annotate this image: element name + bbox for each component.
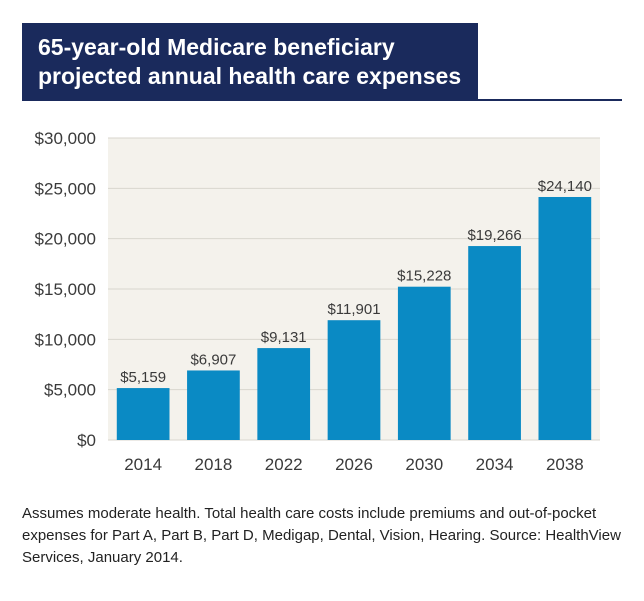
y-tick-label: $5,000 [44,381,96,400]
y-tick-label: $10,000 [35,330,96,349]
bar [538,196,592,440]
data-label: $5,159 [120,369,166,386]
x-tick-label: 2034 [476,455,514,474]
title-divider [22,99,622,101]
bar [116,388,170,440]
data-label: $11,901 [327,301,380,318]
data-label: $6,907 [190,351,236,368]
x-tick-label: 2022 [265,455,303,474]
data-label: $19,266 [467,227,521,244]
chart-footnote: Assumes moderate health. Total health ca… [22,505,621,566]
bar-chart: $0 $5,000 $10,000 $15,000 $20,000 $25,000 $30,… [35,129,600,474]
y-tick-label: $30,000 [35,129,96,148]
x-tick-label: 2030 [405,455,443,474]
bar [257,348,311,440]
x-tick-label: 2026 [335,455,373,474]
bar [397,286,451,440]
data-label: $24,140 [538,178,592,195]
y-tick-label: $15,000 [35,280,96,299]
x-tick-label: 2014 [124,455,162,474]
bar [187,370,240,440]
chart-title-line-2: projected annual health care expenses [38,63,462,89]
chart-title-line-1: 65-year-old Medicare beneficiary [38,34,395,60]
y-tick-label: $0 [77,431,96,450]
data-label: $15,228 [397,268,451,285]
data-label: $9,131 [261,329,307,346]
y-tick-label: $20,000 [35,230,96,249]
bar [468,246,521,440]
bar [327,320,381,440]
y-tick-label: $25,000 [35,179,96,198]
x-tick-label: 2018 [195,455,233,474]
x-tick-label: 2038 [546,455,584,474]
chart-title-banner: 65-year-old Medicare beneficiary project… [22,23,478,99]
